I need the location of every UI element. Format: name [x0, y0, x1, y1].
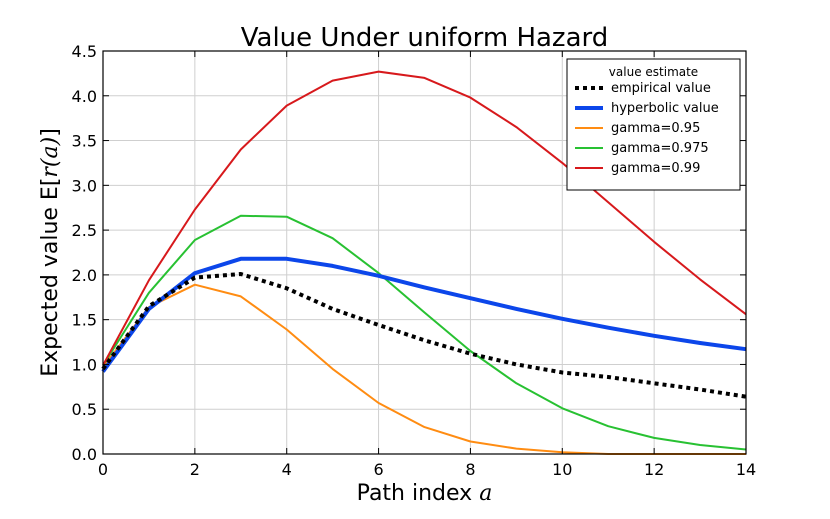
x-tick-label: 8 — [465, 460, 475, 479]
x-tick-label: 14 — [736, 460, 756, 479]
x-tick-label: 2 — [190, 460, 200, 479]
ticks-layer: 0 2 4 6 8 10 12 14 0.0 0.5 1.0 1.5 2.0 2.5 3.0 3.5 4.0 4.… — [72, 42, 757, 479]
y-axis-label: Expected value E[r(a)] — [38, 128, 63, 377]
y-axis-label-end: ] — [38, 128, 63, 137]
y-axis-label-text: Expected value E[ — [38, 178, 63, 377]
series-line-gamma-0-99 — [102, 70, 747, 366]
x-tick-label: 0 — [98, 460, 108, 479]
y-axis-label-math: r(a) — [38, 137, 63, 178]
legend-entry-label: gamma=0.95 — [611, 121, 700, 136]
y-tick-label: 4.5 — [72, 42, 97, 61]
series-line-hyperbolic-value — [101, 256, 747, 373]
y-tick-label: 4.0 — [72, 87, 97, 106]
chart-title: Value Under uniform Hazard — [241, 23, 609, 53]
y-tick-label: 2.0 — [72, 266, 97, 285]
x-tick-label: 6 — [373, 460, 383, 479]
legend-entries: empirical value hyperbolic value gamma=0.9… — [575, 81, 719, 176]
legend-entry-label: empirical value — [611, 81, 711, 96]
x-axis-label-math: a — [479, 481, 492, 506]
legend-title: value estimate — [609, 65, 698, 79]
x-tick-label: 12 — [644, 460, 664, 479]
y-tick-label: 3.0 — [72, 176, 97, 195]
y-tick-label: 1.0 — [72, 355, 97, 374]
legend-entry-label: gamma=0.975 — [611, 141, 709, 156]
legend: value estimate empirical value hyperbolic… — [566, 58, 741, 191]
x-axis-label: Path index a — [357, 481, 493, 506]
plot-frame — [102, 50, 747, 455]
x-tick-label: 4 — [282, 460, 292, 479]
x-axis-label-text: Path index — [357, 481, 480, 506]
legend-entry-label: hyperbolic value — [611, 101, 719, 116]
series-line-gamma-0-95 — [102, 283, 746, 455]
y-tick-label: 2.5 — [72, 221, 97, 240]
legend-entry-label: gamma=0.99 — [611, 161, 700, 176]
y-tick-label: 0.5 — [72, 400, 97, 419]
y-tick-label: 1.5 — [72, 311, 97, 330]
series-line-empirical-value — [101, 272, 747, 399]
y-tick-label: 3.5 — [72, 132, 97, 151]
series-line-gamma-0-975 — [102, 214, 747, 451]
x-tick-label: 10 — [552, 460, 572, 479]
y-tick-label: 0.0 — [72, 445, 97, 464]
